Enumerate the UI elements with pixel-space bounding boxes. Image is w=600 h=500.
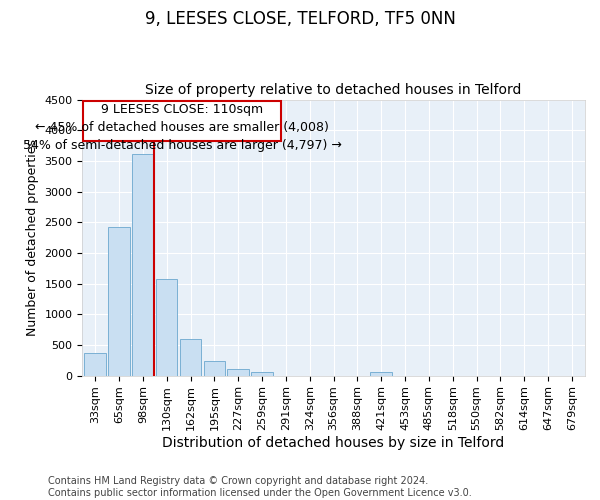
Text: 9 LEESES CLOSE: 110sqm
← 45% of detached houses are smaller (4,008)
54% of semi-: 9 LEESES CLOSE: 110sqm ← 45% of detached… (23, 103, 341, 152)
Bar (132, 154, 154, 376)
Y-axis label: Number of detached properties: Number of detached properties (26, 139, 38, 336)
Text: Contains HM Land Registry data © Crown copyright and database right 2024.
Contai: Contains HM Land Registry data © Crown c… (48, 476, 472, 498)
Bar (227, 369, 249, 376)
Bar (180, 340, 201, 376)
Bar (109, 227, 130, 376)
Bar (370, 372, 392, 376)
Bar (156, 278, 178, 376)
Bar (203, 361, 225, 376)
Text: 9, LEESES CLOSE, TELFORD, TF5 0NN: 9, LEESES CLOSE, TELFORD, TF5 0NN (145, 10, 455, 28)
Bar (251, 372, 273, 376)
X-axis label: Distribution of detached houses by size in Telford: Distribution of detached houses by size … (163, 436, 505, 450)
FancyBboxPatch shape (83, 102, 281, 140)
Bar (85, 352, 106, 376)
Title: Size of property relative to detached houses in Telford: Size of property relative to detached ho… (145, 83, 522, 97)
